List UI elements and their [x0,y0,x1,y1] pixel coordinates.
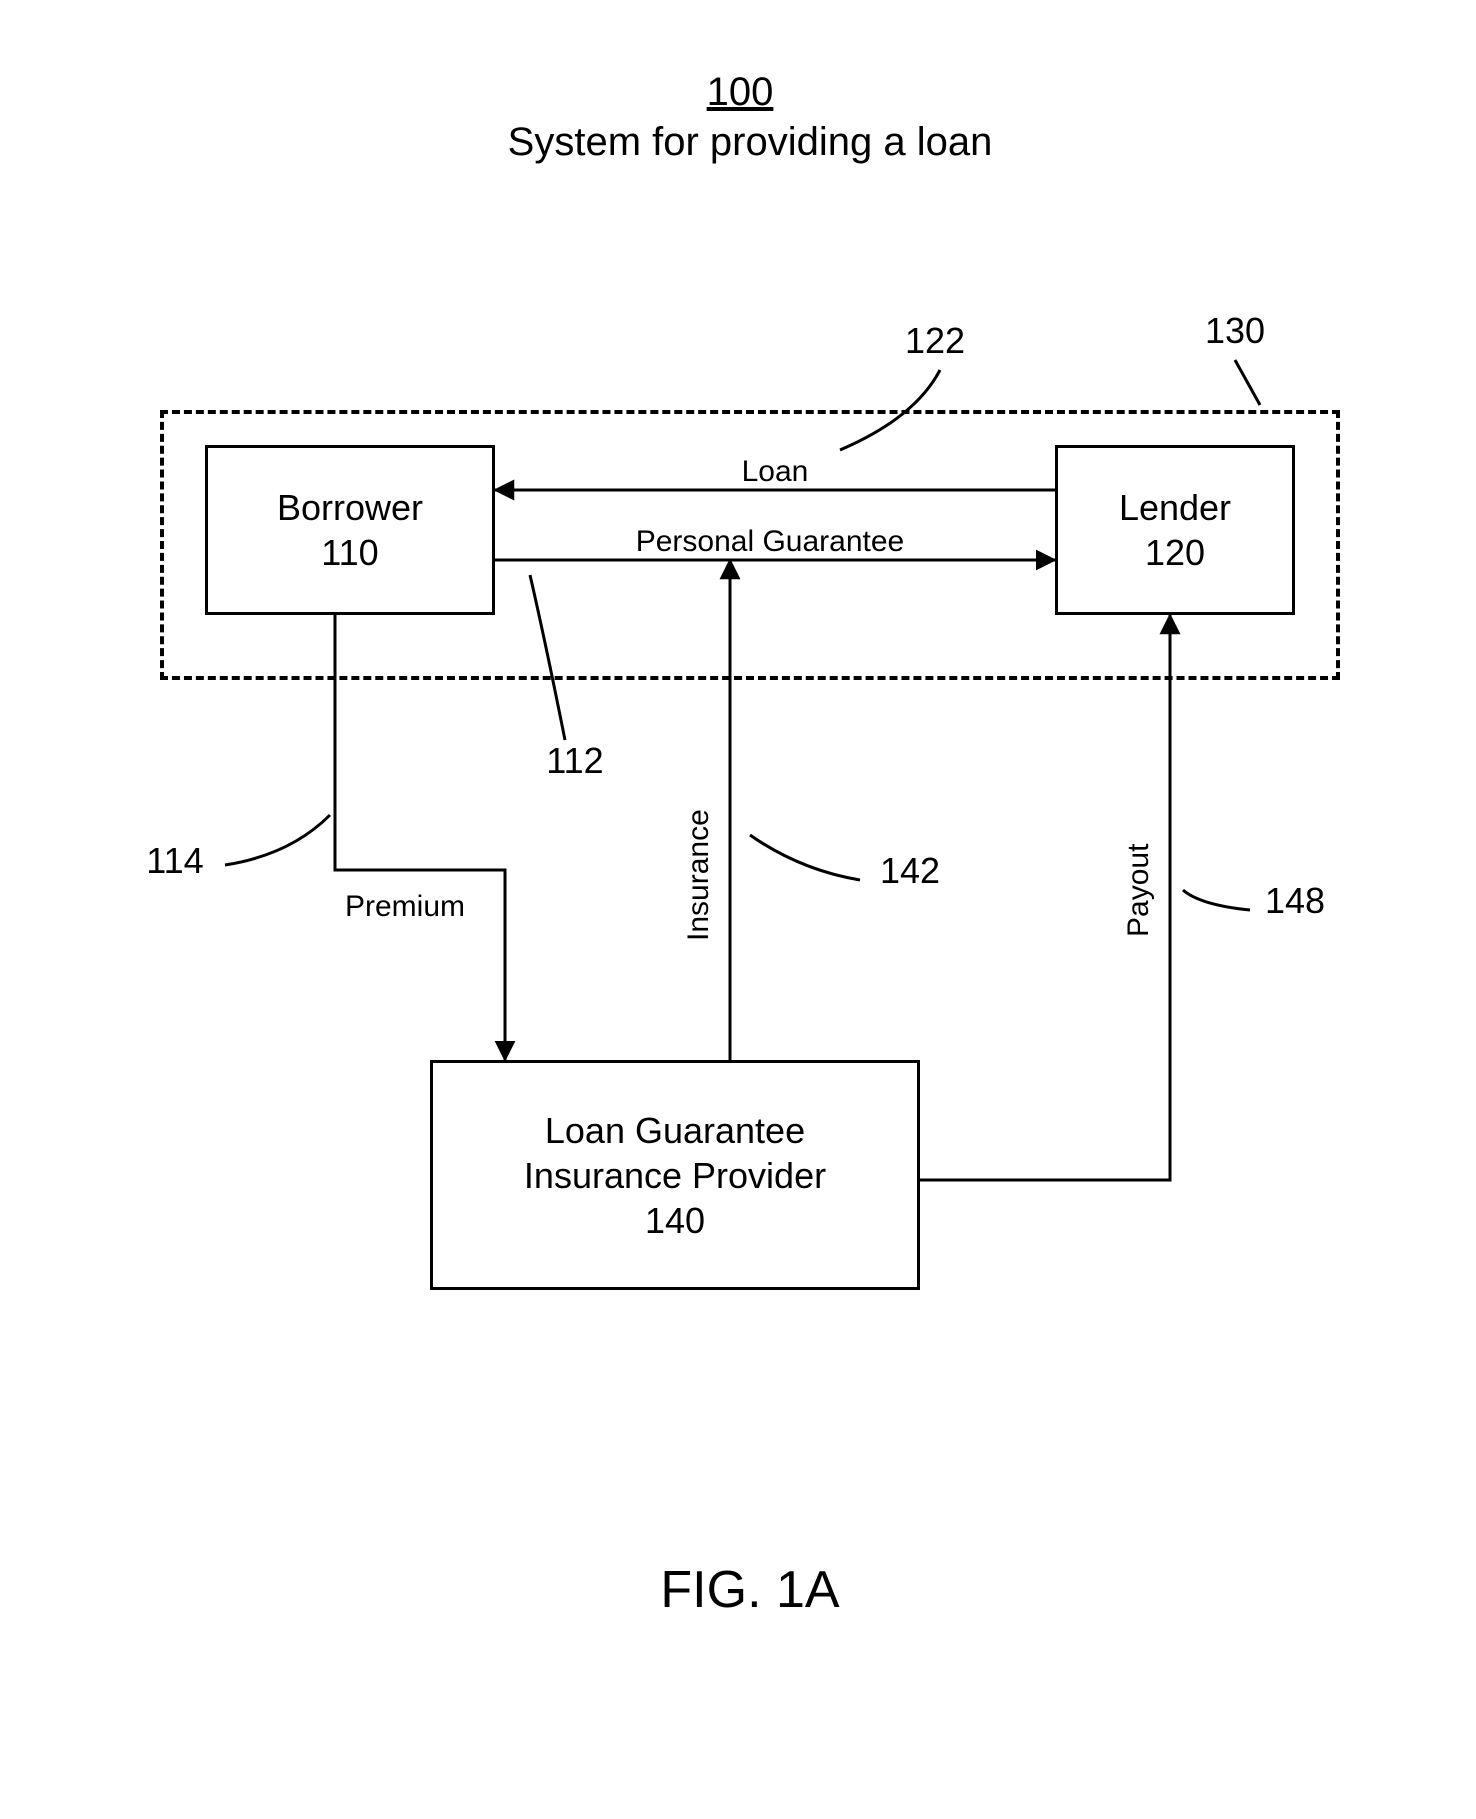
insurance-edge-label: Insurance [682,750,716,1000]
guarantee-edge-label: Personal Guarantee [560,525,980,559]
ref-label-130: 130 [1190,310,1280,352]
borrower-node: Borrower 110 [205,445,495,615]
diagram-canvas: 100 System for providing a loan Borrower… [0,0,1476,1819]
provider-ref: 140 [645,1198,705,1243]
payout-edge-label: Payout [1122,790,1156,990]
borrower-ref: 110 [321,530,378,575]
ref-label-148: 148 [1250,880,1340,922]
insurance-provider-node: Loan Guarantee Insurance Provider 140 [430,1060,920,1290]
provider-label-1: Loan Guarantee [545,1108,805,1153]
ref-label-122: 122 [890,320,980,362]
provider-label-2: Insurance Provider [524,1153,826,1198]
diagram-title-text: System for providing a loan [430,120,1070,165]
figure-label: FIG. 1A [600,1560,900,1620]
diagram-title-number: 100 [650,70,830,115]
lender-ref: 120 [1145,530,1205,575]
lender-node: Lender 120 [1055,445,1295,615]
premium-edge-label: Premium [320,890,490,924]
borrower-label: Borrower [277,485,423,530]
ref-label-114: 114 [130,840,220,882]
ref-label-142: 142 [865,850,955,892]
ref-label-112: 112 [530,740,620,782]
lender-label: Lender [1119,485,1231,530]
loan-edge-label: Loan [700,455,850,489]
